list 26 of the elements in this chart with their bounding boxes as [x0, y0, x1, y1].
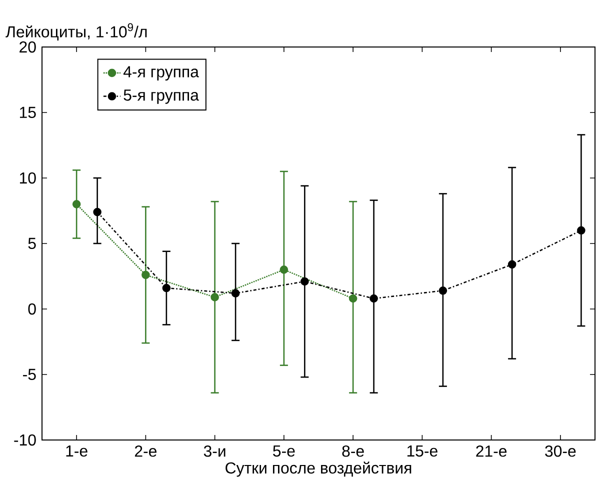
- y-tick-label: 5: [28, 238, 36, 250]
- x-axis-title: Сутки после воздействия: [226, 462, 412, 477]
- y-tick-label: 10: [20, 172, 36, 184]
- x-tick-label: 5-е: [273, 445, 295, 457]
- point: [370, 294, 378, 303]
- x-tick-label: 30-е: [545, 446, 576, 457]
- point: [93, 208, 102, 216]
- x-tick-label: 8-е: [342, 446, 364, 457]
- x-tick-label: 1-е: [66, 445, 88, 457]
- y-axis-title: Лейкоциты, 1·10$^{9}$/л: [6, 23, 147, 40]
- point: [162, 284, 171, 292]
- y-tick-label: -5: [23, 368, 36, 380]
- y-tick-label: 15: [20, 106, 36, 118]
- y-tick-label: 20: [20, 41, 36, 53]
- x-tick-label: 2-е: [134, 446, 156, 457]
- point: [438, 286, 448, 295]
- x-tick-label: 15-е: [407, 445, 438, 457]
- legend-label: 5-я группа: [124, 90, 199, 104]
- y-tick-label: -10: [14, 434, 36, 446]
- legend-label: 4-я группа: [123, 66, 199, 81]
- point: [300, 277, 309, 286]
- point: [231, 289, 240, 298]
- x-tick-label: 21-е: [476, 446, 507, 457]
- x-tick-label: 3-и: [204, 446, 226, 457]
- y-tick-label: 0: [28, 303, 36, 315]
- point: [508, 260, 516, 269]
